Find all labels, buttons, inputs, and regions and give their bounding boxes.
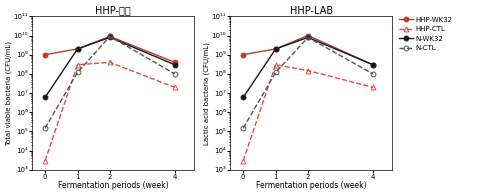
X-axis label: Fermentation periods (week): Fermentation periods (week): [256, 181, 367, 191]
Title: HHP-LAB: HHP-LAB: [290, 5, 333, 15]
Title: HHP-총균: HHP-총균: [95, 5, 131, 15]
Y-axis label: Total viable bacteria (CFU/mL): Total viable bacteria (CFU/mL): [6, 41, 12, 146]
Legend: HHP-WK32, HHP-CTL, N-WK32, N-CTL: HHP-WK32, HHP-CTL, N-WK32, N-CTL: [399, 17, 453, 51]
Y-axis label: Lactic acid bacteria (CFU/mL): Lactic acid bacteria (CFU/mL): [204, 42, 210, 144]
X-axis label: Fermentation periods (week): Fermentation periods (week): [58, 181, 169, 191]
